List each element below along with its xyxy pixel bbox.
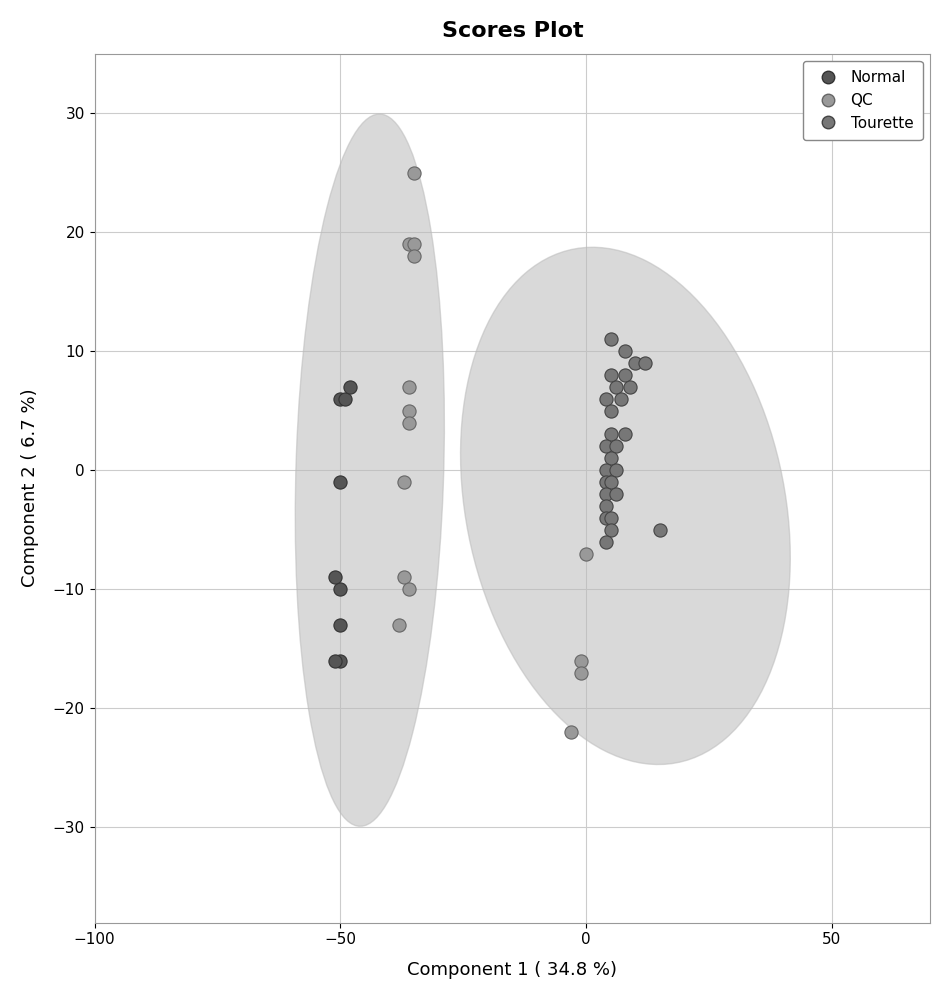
Point xyxy=(333,474,348,490)
Point xyxy=(392,617,407,633)
Point xyxy=(608,486,623,502)
Point xyxy=(603,510,618,526)
Point xyxy=(397,569,412,585)
Point xyxy=(603,426,618,442)
Point xyxy=(333,653,348,669)
Point xyxy=(338,391,353,407)
Point xyxy=(652,522,668,538)
Point xyxy=(618,367,633,383)
Point xyxy=(598,534,613,550)
Point xyxy=(603,474,618,490)
Point xyxy=(608,438,623,454)
Point xyxy=(598,486,613,502)
Point xyxy=(406,248,421,264)
Point xyxy=(603,403,618,419)
Point xyxy=(603,450,618,466)
Ellipse shape xyxy=(295,114,444,826)
Point xyxy=(598,474,613,490)
Point xyxy=(328,653,343,669)
Point xyxy=(623,379,638,395)
Point xyxy=(598,510,613,526)
X-axis label: Component 1 ( 34.8 %): Component 1 ( 34.8 %) xyxy=(407,961,617,979)
Point xyxy=(401,403,417,419)
Point xyxy=(401,581,417,597)
Point xyxy=(573,653,589,669)
Point xyxy=(603,522,618,538)
Point xyxy=(608,462,623,478)
Point xyxy=(564,724,579,740)
Point xyxy=(401,379,417,395)
Ellipse shape xyxy=(460,247,790,764)
Point xyxy=(598,438,613,454)
Point xyxy=(603,367,618,383)
Point xyxy=(573,665,589,681)
Point xyxy=(618,343,633,359)
Point xyxy=(328,569,343,585)
Point xyxy=(598,498,613,514)
Point xyxy=(401,236,417,252)
Y-axis label: Component 2 ( 6.7 %): Component 2 ( 6.7 %) xyxy=(21,389,39,587)
Point xyxy=(406,236,421,252)
Point xyxy=(342,379,358,395)
Point xyxy=(333,617,348,633)
Point xyxy=(628,355,643,371)
Point xyxy=(333,581,348,597)
Point xyxy=(397,474,412,490)
Point xyxy=(612,391,628,407)
Title: Scores Plot: Scores Plot xyxy=(441,21,583,41)
Point xyxy=(406,165,421,181)
Point xyxy=(608,379,623,395)
Point xyxy=(637,355,652,371)
Point xyxy=(603,331,618,347)
Point xyxy=(598,391,613,407)
Point xyxy=(618,426,633,442)
Legend: Normal, QC, Tourette: Normal, QC, Tourette xyxy=(804,61,922,140)
Point xyxy=(333,391,348,407)
Point xyxy=(598,462,613,478)
Point xyxy=(401,415,417,431)
Point xyxy=(578,546,593,562)
